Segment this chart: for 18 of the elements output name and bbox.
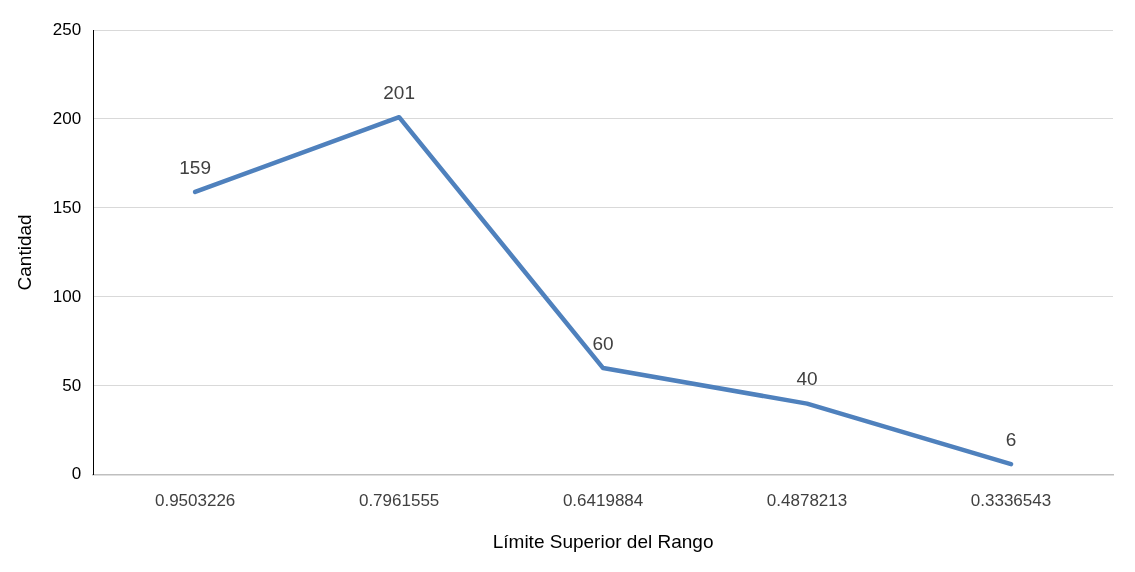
y-tick-label: 50 <box>62 375 82 395</box>
x-tick-label: 0.6419884 <box>562 490 644 510</box>
data-label: 6 <box>1005 428 1017 450</box>
y-tick-label: 200 <box>52 108 82 128</box>
y-tick-label: 150 <box>52 197 82 217</box>
x-tick-label: 0.9503226 <box>154 490 236 510</box>
x-tick-label: 0.4878213 <box>766 490 848 510</box>
data-label: 60 <box>592 332 614 354</box>
x-axis-title: Límite Superior del Rango <box>492 530 714 552</box>
y-tick-label: 100 <box>52 286 82 306</box>
data-label: 201 <box>383 81 415 103</box>
data-label: 40 <box>796 368 818 390</box>
data-label: 159 <box>179 156 211 178</box>
y-tick-label: 250 <box>52 19 82 39</box>
x-tick-label: 0.7961555 <box>358 490 440 510</box>
y-tick-label: 0 <box>71 464 82 484</box>
x-tick-label: 0.3336543 <box>970 490 1052 510</box>
y-axis-title: Cantidad <box>13 214 35 291</box>
